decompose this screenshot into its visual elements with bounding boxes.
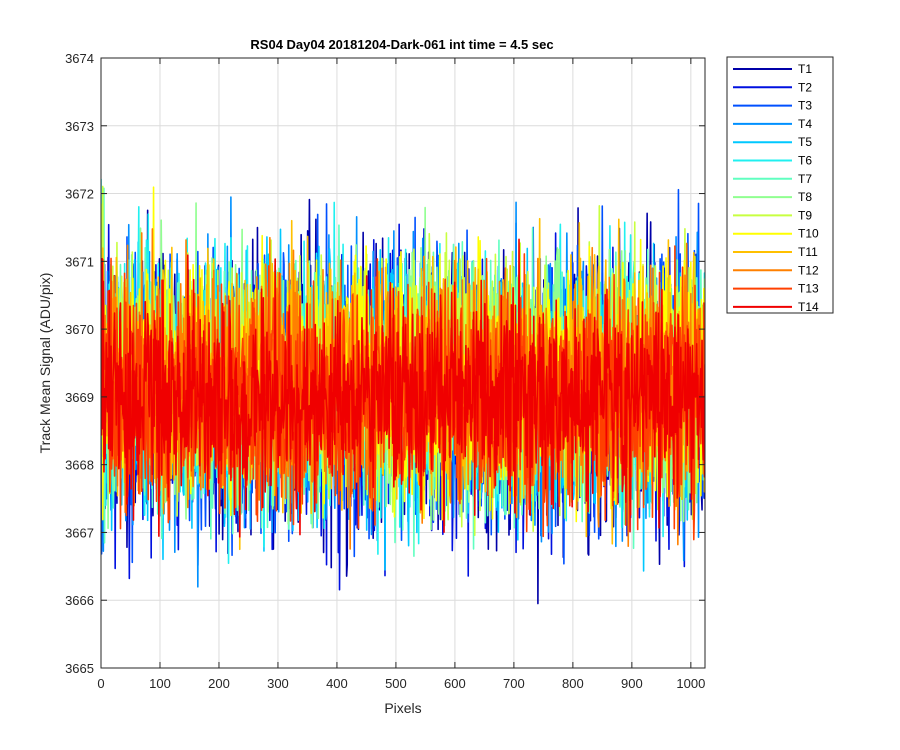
y-tick-label: 3671 — [65, 254, 94, 269]
x-tick-label: 700 — [503, 676, 525, 691]
y-axis-label: Track Mean Signal (ADU/pix) — [37, 273, 53, 454]
chart-title: RS04 Day04 20181204-Dark-061 int time = … — [250, 37, 553, 52]
x-tick-label: 400 — [326, 676, 348, 691]
y-tick-label: 3669 — [65, 390, 94, 405]
legend-label-t13: T13 — [798, 282, 819, 296]
x-tick-label: 0 — [97, 676, 104, 691]
legend-label-t10: T10 — [798, 227, 819, 241]
y-tick-label: 3672 — [65, 187, 94, 202]
legend-label-t9: T9 — [798, 208, 812, 222]
y-tick-label: 3665 — [65, 661, 94, 676]
legend-label-t8: T8 — [798, 190, 812, 204]
x-tick-label: 900 — [621, 676, 643, 691]
legend-label-t1: T1 — [798, 62, 812, 76]
series-lines — [101, 178, 705, 605]
y-tick-label: 3674 — [65, 51, 94, 66]
legend-label-t14: T14 — [798, 300, 819, 314]
plot-frame — [100, 57, 706, 669]
legend-label-t12: T12 — [798, 263, 819, 277]
legend-label-t11: T11 — [798, 245, 818, 259]
y-tick-label: 3668 — [65, 458, 94, 473]
x-tick-label: 1000 — [676, 676, 705, 691]
legend-label-t4: T4 — [798, 117, 812, 131]
y-tick-label: 3670 — [65, 322, 94, 337]
series-line-t14 — [101, 238, 705, 538]
legend-label-t6: T6 — [798, 154, 812, 168]
legend-label-t3: T3 — [798, 99, 812, 113]
legend: T1 T2 T3 T4 T5 T6 T7 T8 T9 T10 T11 T12 T13 T14 — [726, 56, 834, 314]
x-tick-label: 600 — [444, 676, 466, 691]
x-tick-label: 300 — [267, 676, 289, 691]
y-tick-label: 3667 — [65, 525, 94, 540]
x-tick-label: 800 — [562, 676, 584, 691]
axis-ticks: 0 100 200 300 400 500 600 700 800 900 1000 3665 3666… — [65, 51, 705, 691]
y-tick-label: 3666 — [65, 593, 94, 608]
x-axis-label: Pixels — [384, 700, 421, 716]
x-tick-label: 100 — [149, 676, 171, 691]
x-tick-label: 200 — [208, 676, 230, 691]
legend-label-t2: T2 — [798, 80, 812, 94]
legend-label-t7: T7 — [798, 172, 812, 186]
x-tick-label: 500 — [385, 676, 407, 691]
legend-label-t5: T5 — [798, 135, 812, 149]
y-tick-label: 3673 — [65, 119, 94, 134]
